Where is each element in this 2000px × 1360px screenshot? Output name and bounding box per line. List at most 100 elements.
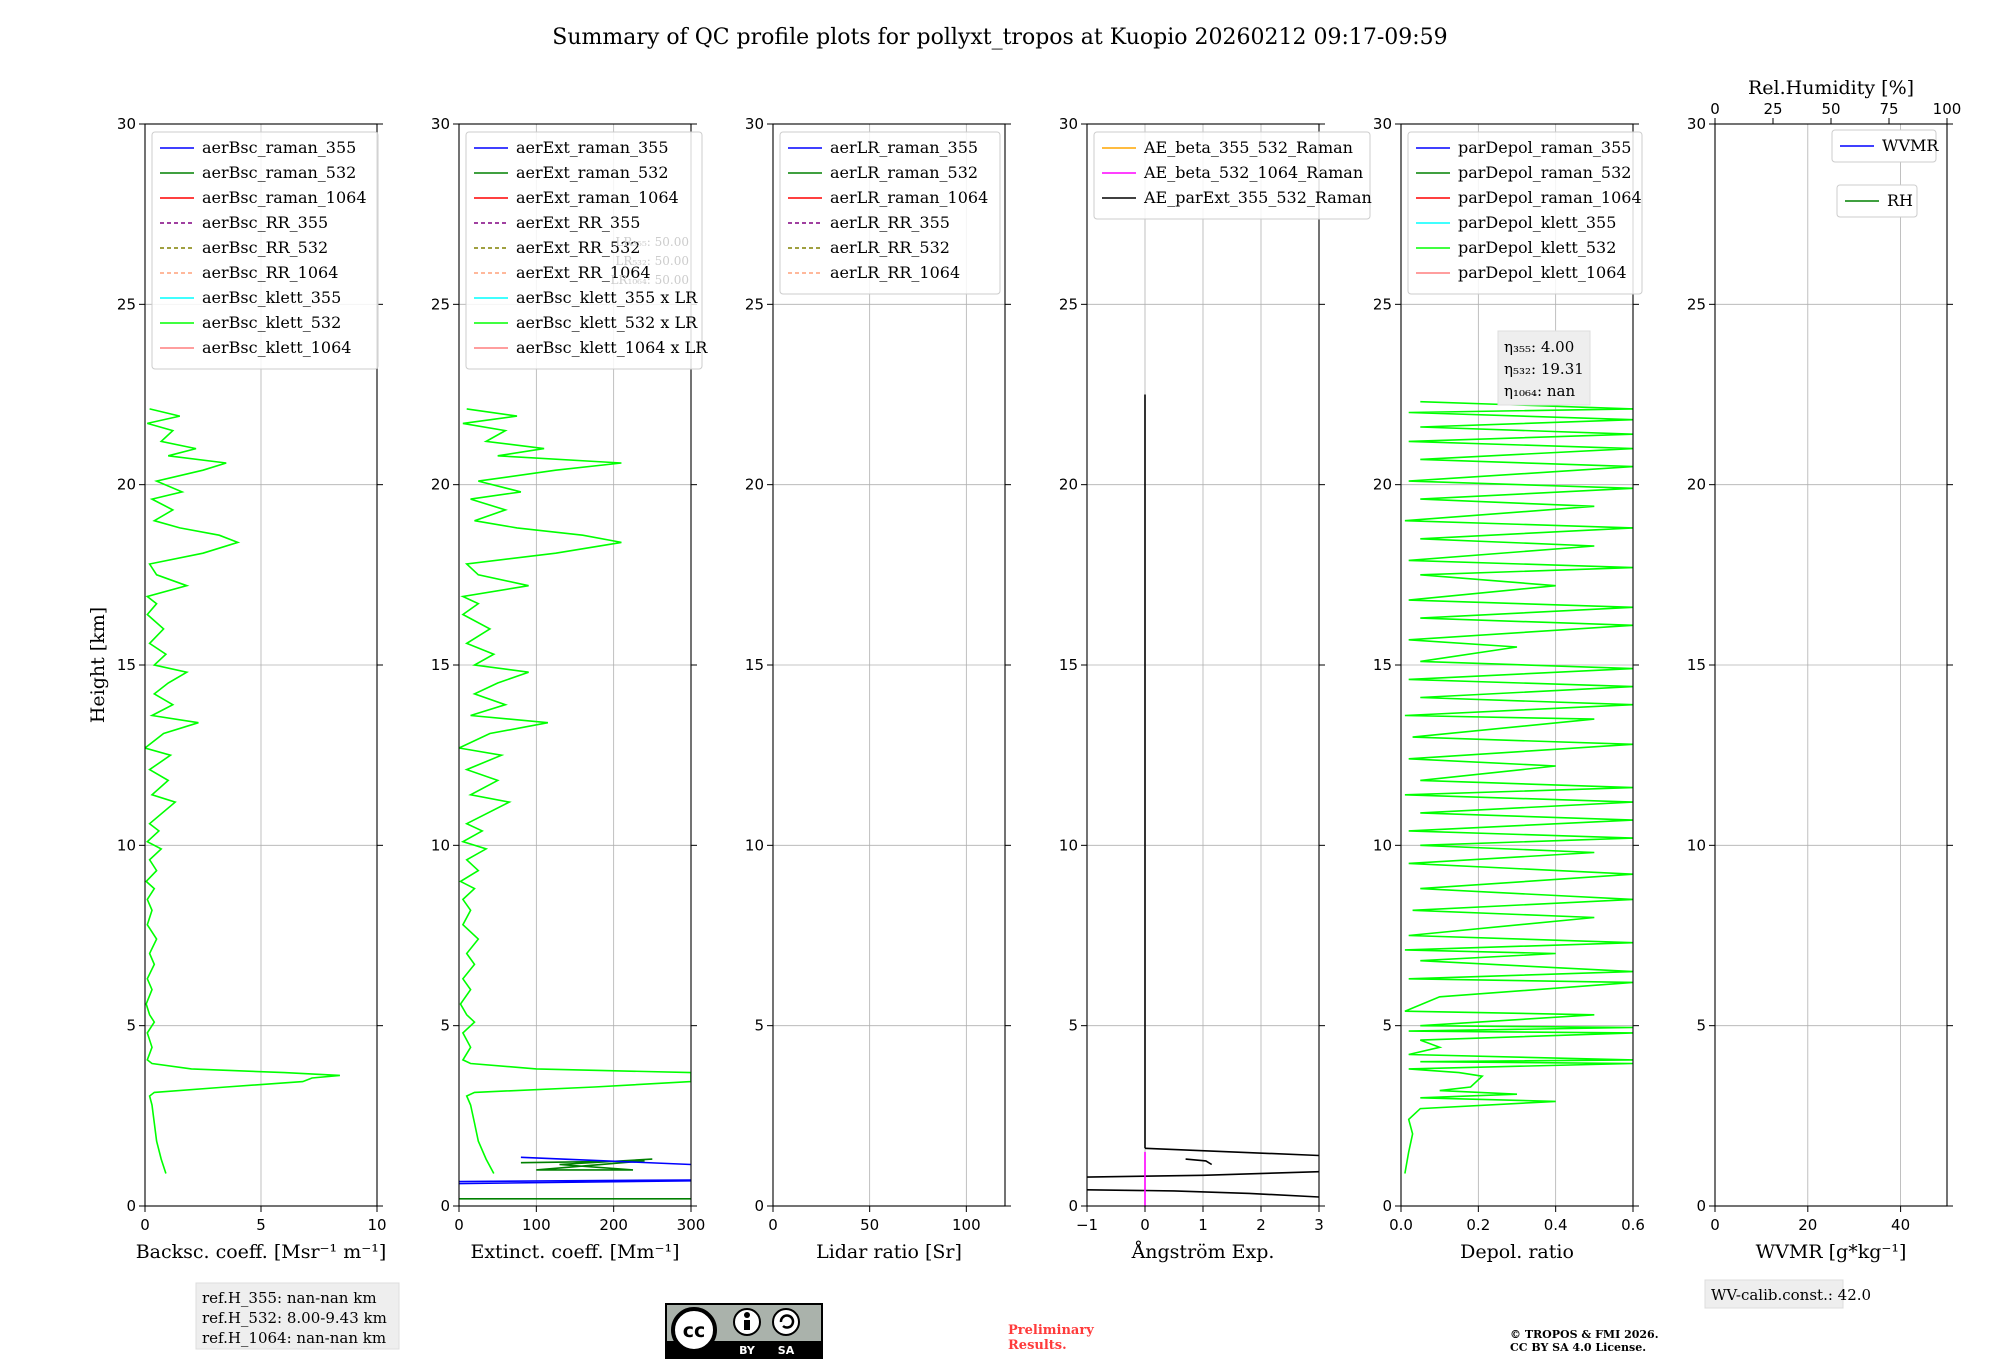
chart-panel-lr: 0 5 10 15 20 25 30 0 50 100 Lidar ratio [Sr] aerLR_… — [745, 115, 1011, 1263]
y-axis-label: Height [km] — [87, 607, 109, 723]
ytick-label: 0 — [1382, 1197, 1392, 1215]
ytick-label: 20 — [431, 476, 450, 494]
legend-label: aerBsc_klett_355 — [202, 288, 341, 307]
legend-label: AE_beta_355_532_Raman — [1143, 138, 1353, 157]
eta-label: η₃₅₅: 4.00 — [1504, 338, 1574, 356]
series-line-aerExt_raman_355-3 — [459, 1180, 691, 1185]
series-group — [459, 408, 691, 1200]
eta-box — [1497, 330, 1591, 406]
figure-title: Summary of QC profile plots for pollyxt_… — [552, 25, 1447, 50]
x-axis-label: Extinct. coeff. [Mm⁻¹] — [470, 1241, 679, 1263]
axes-frame — [1086, 123, 1320, 1207]
legend-label: aerBsc_klett_355 x LR — [516, 288, 698, 307]
series-line-aerExt_raman_355-5 — [520, 1156, 691, 1166]
ytick-label: 15 — [1373, 656, 1392, 674]
legend-box — [465, 131, 703, 370]
ytick-label: 0 — [1696, 1197, 1706, 1215]
ytick-label: 20 — [745, 476, 764, 494]
legend-label: aerLR_raman_532 — [830, 163, 978, 182]
xtick-label: 100 — [522, 1216, 551, 1234]
legend-label: WVMR — [1882, 136, 1939, 155]
legend-label: AE_beta_532_1064_Raman — [1143, 163, 1363, 182]
xtick-label: 2 — [1256, 1216, 1266, 1234]
axes-frame — [772, 123, 1006, 1207]
xtick-label: 0.0 — [1389, 1216, 1413, 1234]
ytick-label: 5 — [1068, 1017, 1078, 1035]
ytick-label: 10 — [1059, 836, 1078, 854]
eta-label: η₁₀₆₄: nan — [1504, 382, 1575, 400]
ytick-label: 30 — [117, 115, 136, 133]
ytick-label: 20 — [1687, 476, 1706, 494]
chart-panel-depol: 0 5 10 15 20 25 30 0.0 0.2 0.4 0.6 Depol. ratio parD… — [1373, 115, 1645, 1263]
xtick-label: 50 — [860, 1216, 879, 1234]
top-x-axis-label: Rel.Humidity [%] — [1748, 77, 1914, 99]
legend-box — [779, 131, 1001, 295]
xtick-label: 100 — [952, 1216, 981, 1234]
ytick-label: 5 — [440, 1017, 450, 1035]
series-line-AE_parExt_355_532_Raman-4 — [1185, 1158, 1213, 1166]
x-axis-label: WVMR [g*kg⁻¹] — [1756, 1241, 1907, 1263]
preliminary-results-text: Results. — [1008, 1338, 1067, 1353]
legend-label: aerExt_raman_355 — [516, 138, 669, 157]
ytick-label: 30 — [1373, 115, 1392, 133]
ref-height-box: ref.H_355: nan-nan km ref.H_532: 8.00-9.… — [195, 1282, 400, 1350]
xtick-label: 3 — [1314, 1216, 1324, 1234]
xtick-label: 0 — [1140, 1216, 1150, 1234]
x-axis-label: Backsc. coeff. [Msr⁻¹ m⁻¹] — [136, 1241, 387, 1263]
sa-share-icon — [772, 1308, 800, 1336]
ytick-label: 25 — [1373, 295, 1392, 313]
legend-label: aerBsc_klett_532 — [202, 313, 341, 332]
copyright-line: © TROPOS & FMI 2026. — [1510, 1328, 1659, 1341]
ytick-label: 0 — [1068, 1197, 1078, 1215]
x-axis-label: Lidar ratio [Sr] — [816, 1241, 962, 1263]
ytick-label: 5 — [1382, 1017, 1392, 1035]
xtick-label: 0.6 — [1621, 1216, 1645, 1234]
cc-sa-label: SA — [778, 1344, 795, 1357]
cc-logo-text: cc — [683, 1320, 706, 1342]
series-group — [145, 408, 340, 1174]
ref-h-532: ref.H_532: 8.00-9.43 km — [202, 1309, 387, 1327]
ref-h-355: ref.H_355: nan-nan km — [202, 1289, 377, 1307]
legend-label: aerBsc_RR_1064 — [202, 263, 338, 282]
ytick-label: 15 — [1687, 656, 1706, 674]
chart-panel-bsc: 0 5 10 15 20 25 30 0 5 10 Backsc. coeff. [Msr⁻¹ m⁻… — [87, 115, 387, 1263]
legend-label: AE_parExt_355_532_Raman — [1143, 188, 1372, 207]
xtick-label: −1 — [1076, 1216, 1098, 1234]
xtick-label: 0 — [1710, 1216, 1720, 1234]
legend-label: aerExt_RR_532 — [516, 238, 640, 257]
ytick-label: 30 — [1687, 115, 1706, 133]
cc-license-logo: cc BY SA — [665, 1303, 823, 1359]
legend-label: parDepol_klett_355 — [1458, 213, 1616, 232]
legend-label: aerExt_RR_355 — [516, 213, 640, 232]
legend-label: RH — [1887, 191, 1913, 210]
top-xtick-label: 75 — [1879, 100, 1898, 118]
series-line-parDepol_klett_532-0 — [1404, 400, 1633, 1174]
ytick-label: 10 — [745, 836, 764, 854]
axes-frame — [1400, 123, 1634, 1207]
legend-label: aerBsc_RR_532 — [202, 238, 328, 257]
xtick-label: 0 — [140, 1216, 150, 1234]
ytick-label: 20 — [117, 476, 136, 494]
ytick-label: 0 — [754, 1197, 764, 1215]
ytick-label: 25 — [745, 295, 764, 313]
legend-box — [1831, 129, 1937, 163]
xtick-label: 0.4 — [1544, 1216, 1568, 1234]
ytick-label: 5 — [1696, 1017, 1706, 1035]
legend-label: parDepol_raman_1064 — [1458, 188, 1642, 207]
xtick-label: 300 — [677, 1216, 706, 1234]
ytick-label: 30 — [431, 115, 450, 133]
series-line-aerExt_raman_355-4 — [459, 1179, 691, 1183]
series-group — [1404, 400, 1633, 1174]
legend-label: aerBsc_raman_532 — [202, 163, 356, 182]
legend-box — [1407, 131, 1643, 295]
license-line: CC BY SA 4.0 License. — [1510, 1341, 1646, 1354]
legend-label: aerExt_raman_1064 — [516, 188, 679, 207]
xtick-label: 20 — [1798, 1216, 1817, 1234]
legend-label: aerLR_raman_1064 — [830, 188, 988, 207]
axes-frame — [144, 123, 378, 1207]
legend-label: aerExt_raman_532 — [516, 163, 669, 182]
